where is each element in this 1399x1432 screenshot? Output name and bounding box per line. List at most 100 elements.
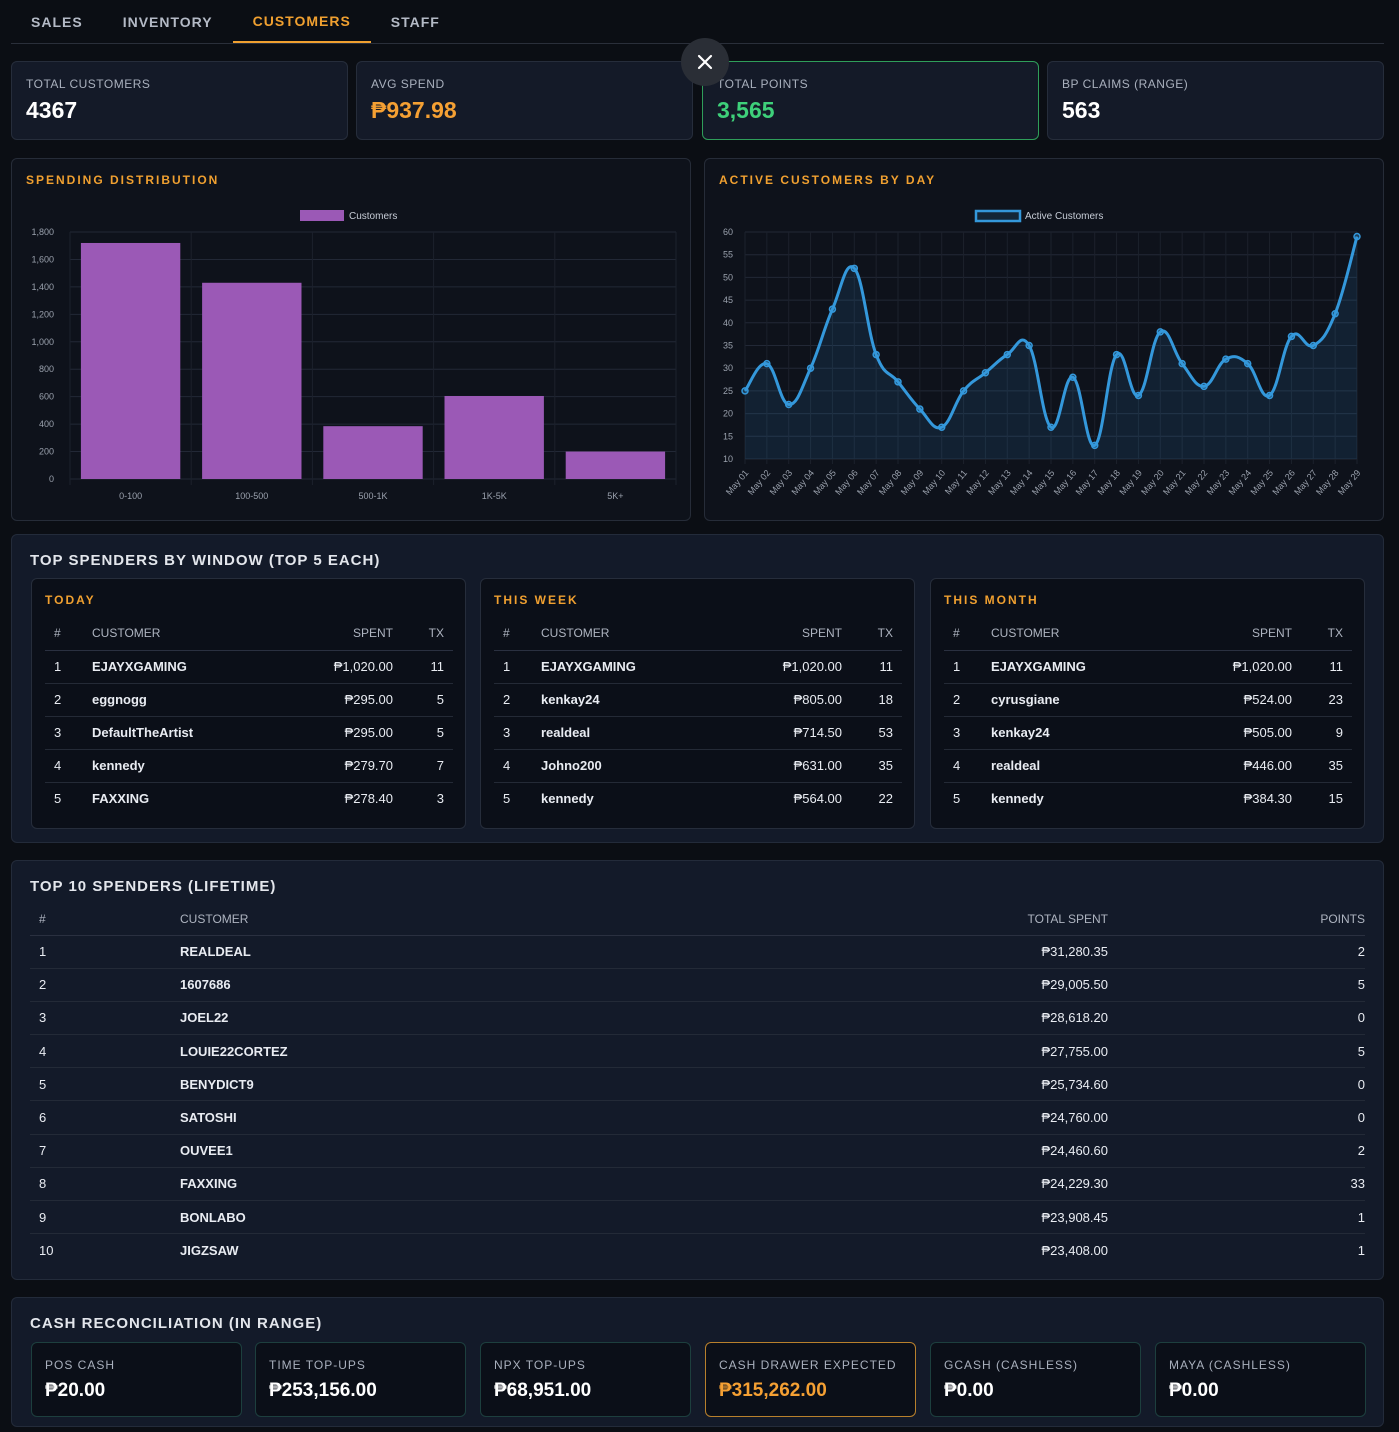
cell-rank: 1 — [494, 650, 541, 684]
cash-value: ₱0.00 — [1169, 1380, 1219, 1401]
close-button[interactable] — [681, 38, 729, 86]
cash-card-maya: MAYA (CASHLESS) ₱0.00 — [1155, 1342, 1366, 1417]
cell-rank: 4 — [494, 749, 541, 783]
cell-spent: ₱295.00 — [283, 716, 393, 750]
table-row: 3 JOEL22 ₱28,618.20 0 — [30, 1001, 1365, 1036]
stat-value: ₱937.98 — [371, 97, 457, 123]
cell-tx: 35 — [1292, 749, 1352, 783]
col-rank: # — [30, 904, 180, 936]
data-point — [1331, 309, 1339, 318]
cell-total: ₱24,460.60 — [808, 1134, 1108, 1168]
window-month-panel: THIS MONTH # CUSTOMER SPENT TX 1 EJAYXGAM… — [930, 578, 1365, 829]
cash-value: ₱0.00 — [944, 1380, 994, 1401]
col-spent: SPENT — [732, 617, 842, 651]
y-tick-label: 1,800 — [31, 227, 54, 237]
col-tx: TX — [1292, 617, 1352, 651]
subpanel-title: THIS WEEK — [494, 593, 579, 607]
x-tick-label: May 10 — [921, 468, 948, 497]
cell-spent: ₱1,020.00 — [283, 650, 393, 684]
cell-customer: EJAYXGAMING — [92, 650, 283, 684]
cell-rank: 3 — [30, 1001, 180, 1036]
window-month-table: # CUSTOMER SPENT TX 1 EJAYXGAMING ₱1,020.0… — [944, 617, 1352, 815]
cell-spent: ₱631.00 — [732, 749, 842, 783]
cell-spent: ₱384.30 — [1243, 791, 1292, 807]
x-tick-label: May 17 — [1074, 468, 1101, 497]
tab-inventory[interactable]: INVENTORY — [122, 13, 213, 30]
col-tx: TX — [842, 617, 902, 651]
table-row: 2 kenkay24 ₱805.00 18 — [494, 683, 902, 717]
table-row: 1 REALDEAL ₱31,280.35 2 — [30, 935, 1365, 969]
data-point — [806, 364, 815, 372]
cell-points: 0 — [1108, 1067, 1365, 1102]
cell-points: 1 — [1357, 1243, 1365, 1259]
subpanel-title: TODAY — [45, 593, 96, 607]
cell-customer: FAXXING — [92, 791, 150, 807]
x-tick-label: May 18 — [1095, 468, 1122, 497]
cell-spent: ₱446.00 — [1182, 749, 1292, 783]
cell-tx: 22 — [878, 791, 893, 807]
cell-total: ₱27,755.00 — [808, 1034, 1108, 1069]
cell-spent: ₱278.40 — [344, 791, 393, 807]
data-point — [1025, 341, 1033, 350]
x-tick-label: May 29 — [1336, 468, 1363, 497]
cell-tx: 11 — [842, 650, 902, 684]
y-tick-label: 1,200 — [31, 309, 54, 319]
tab-customers[interactable]: CUSTOMERS — [232, 0, 371, 43]
x-tick-label: May 05 — [811, 468, 838, 497]
y-tick-label: 1,000 — [31, 337, 54, 347]
data-point — [1287, 332, 1296, 341]
x-tick-label: May 08 — [877, 468, 904, 497]
x-tick-label: May 14 — [1008, 468, 1035, 497]
data-point — [981, 368, 990, 377]
x-tick-label: May 09 — [899, 468, 926, 497]
x-tick-label: May 22 — [1183, 468, 1210, 497]
table-row: 2 eggnogg ₱295.00 5 — [45, 683, 453, 717]
x-tick-label: May 13 — [986, 468, 1013, 497]
tab-staff[interactable]: STAFF — [390, 13, 440, 30]
window-week-panel: THIS WEEK # CUSTOMER SPENT TX 1 EJAYXGAMI… — [480, 578, 915, 829]
cell-rank: 1 — [30, 935, 180, 969]
col-customer: CUSTOMER — [180, 904, 808, 936]
window-week-table: # CUSTOMER SPENT TX 1 EJAYXGAMING ₱1,020.0… — [494, 617, 902, 815]
cell-customer: DefaultTheArtist — [92, 716, 283, 750]
data-point — [1069, 373, 1077, 382]
col-customer: CUSTOMER — [541, 617, 732, 651]
cell-customer: JIGZSAW — [180, 1243, 239, 1259]
table-header: # CUSTOMER TOTAL SPENT POINTS — [30, 904, 1365, 936]
table-row: 4 LOUIE22CORTEZ ₱27,755.00 5 — [30, 1034, 1365, 1069]
stat-total-customers: TOTAL CUSTOMERS 4367 — [11, 61, 348, 140]
y-tick-label: 55 — [723, 250, 733, 260]
x-tick-label: May 20 — [1139, 468, 1166, 497]
y-tick-label: 30 — [723, 363, 733, 373]
bar — [323, 426, 423, 479]
x-tick-label: 5K+ — [607, 491, 623, 501]
x-tick-label: May 21 — [1161, 468, 1188, 497]
cell-rank: 4 — [944, 749, 991, 783]
y-tick-label: 600 — [39, 392, 54, 402]
top-lifetime-section: TOP 10 SPENDERS (LIFETIME) # CUSTOMER TO… — [11, 860, 1384, 1280]
lifetime-table: # CUSTOMER TOTAL SPENT POINTS 1 REALDEAL ₱… — [30, 904, 1365, 1267]
cell-customer: REALDEAL — [180, 935, 808, 969]
x-tick-label: May 03 — [768, 468, 795, 497]
tab-sales[interactable]: SALES — [31, 13, 83, 30]
cash-label: NPX TOP-UPS — [494, 1358, 586, 1372]
data-point — [872, 350, 880, 359]
x-tick-label: May 27 — [1292, 468, 1319, 497]
table-row: 5 kennedy ₱564.00 22 — [494, 782, 902, 815]
cell-spent: ₱295.00 — [283, 683, 393, 717]
data-point — [828, 305, 837, 313]
cell-tx: 18 — [842, 683, 902, 717]
cell-points: 2 — [1108, 935, 1365, 969]
col-tx: TX — [393, 617, 453, 651]
cash-label: CASH DRAWER EXPECTED — [719, 1358, 897, 1372]
bar — [565, 451, 666, 479]
cell-customer: kenkay24 — [991, 716, 1182, 750]
data-point — [1003, 350, 1012, 359]
bar — [80, 242, 181, 479]
cell-tx: 11 — [1292, 650, 1352, 684]
series-area — [745, 236, 1357, 459]
cell-points: 5 — [1108, 968, 1365, 1002]
legend-swatch — [300, 210, 344, 221]
y-tick-label: 20 — [723, 409, 733, 419]
